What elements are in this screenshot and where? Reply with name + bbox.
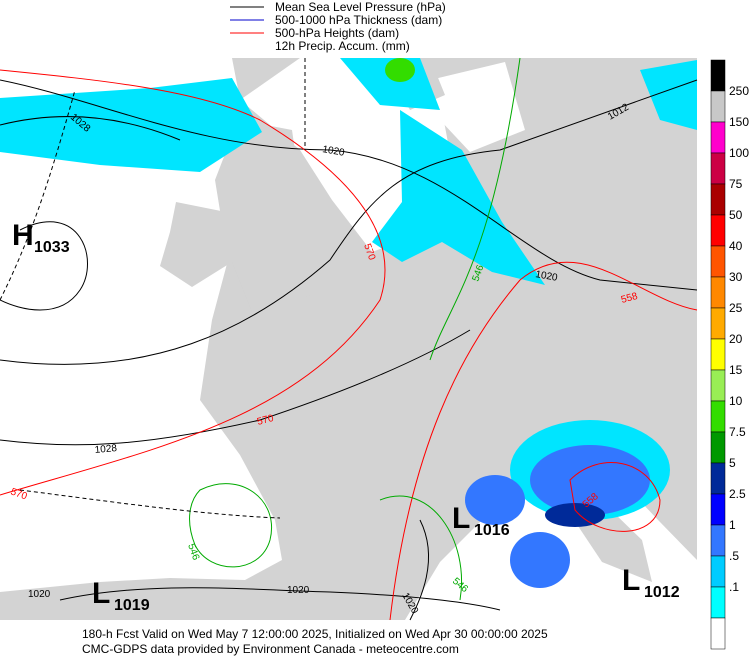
- colorbar-swatch: [710, 152, 726, 185]
- pressure-center-value: 1019: [114, 597, 150, 614]
- colorbar-label: 25: [729, 301, 743, 315]
- pressure-center-value: 1033: [34, 239, 70, 256]
- colorbar-swatch: [710, 214, 726, 247]
- colorbar-swatch: [710, 121, 726, 154]
- legend-label: Mean Sea Level Pressure (hPa): [275, 0, 446, 14]
- legend-label: 500-1000 hPa Thickness (dam): [275, 13, 442, 27]
- colorbar-label: 50: [729, 208, 743, 222]
- colorbar-label: 15: [729, 363, 743, 377]
- colorbar-swatch: [710, 245, 726, 278]
- colorbar-swatch: [710, 431, 726, 464]
- contour-label: 570: [256, 413, 275, 428]
- contour-label: 558: [620, 291, 639, 306]
- map: [0, 57, 698, 621]
- colorbar-label: 2.5: [729, 487, 746, 501]
- colorbar: 250 150 100 75 50 40 30 25 20 15 10 7.5 5 2.5 1 .5 .1: [710, 59, 749, 650]
- colorbar-swatch: [710, 617, 726, 650]
- colorbar-label: .5: [729, 549, 739, 563]
- colorbar-swatch: [710, 307, 726, 340]
- colorbar-label: 40: [729, 239, 743, 253]
- colorbar-swatch: [710, 462, 726, 495]
- footer: 180-h Fcst Valid on Wed May 7 12:00:00 2…: [82, 627, 548, 656]
- contour-label: 1028: [94, 443, 118, 456]
- colorbar-label: 75: [729, 177, 743, 191]
- footer-line: CMC-GDPS data provided by Environment Ca…: [82, 642, 459, 656]
- colorbar-swatch: [710, 369, 726, 402]
- colorbar-label: .1: [729, 580, 739, 594]
- colorbar-swatch: [710, 524, 726, 557]
- colorbar-label: 20: [729, 332, 743, 346]
- footer-line: 180-h Fcst Valid on Wed May 7 12:00:00 2…: [82, 627, 548, 641]
- colorbar-swatch: [710, 90, 726, 123]
- colorbar-swatch: [710, 59, 726, 92]
- colorbar-swatch: [710, 586, 726, 619]
- pressure-center-letter: L: [452, 502, 470, 535]
- colorbar-label: 1: [729, 518, 736, 532]
- contour-label: 1020: [534, 269, 558, 284]
- pressure-center-letter: L: [622, 564, 640, 597]
- pressure-center-value: 1012: [644, 584, 680, 601]
- contour-label: 1020: [321, 144, 345, 159]
- legend-label: 12h Precip. Accum. (mm): [275, 39, 410, 53]
- contour-label: 1020: [287, 585, 310, 596]
- colorbar-label: 250: [729, 84, 749, 98]
- colorbar-swatch: [710, 493, 726, 526]
- legend: Mean Sea Level Pressure (hPa)500-1000 hP…: [230, 0, 446, 53]
- colorbar-swatch: [710, 400, 726, 433]
- colorbar-swatch: [710, 276, 726, 309]
- colorbar-label: 10: [729, 394, 743, 408]
- colorbar-swatch: [710, 183, 726, 216]
- pressure-center-letter: L: [92, 577, 110, 610]
- colorbar-swatch: [710, 555, 726, 588]
- colorbar-label: 5: [729, 456, 736, 470]
- pressure-center-value: 1016: [474, 522, 510, 539]
- colorbar-label: 7.5: [729, 425, 746, 439]
- pressure-center-letter: H: [12, 219, 34, 252]
- colorbar-label: 150: [729, 115, 749, 129]
- legend-label: 500-hPa Heights (dam): [275, 26, 399, 40]
- colorbar-label: 30: [729, 270, 743, 284]
- colorbar-label: 100: [729, 146, 749, 160]
- contour-label: 1020: [28, 589, 51, 600]
- colorbar-swatch: [710, 338, 726, 371]
